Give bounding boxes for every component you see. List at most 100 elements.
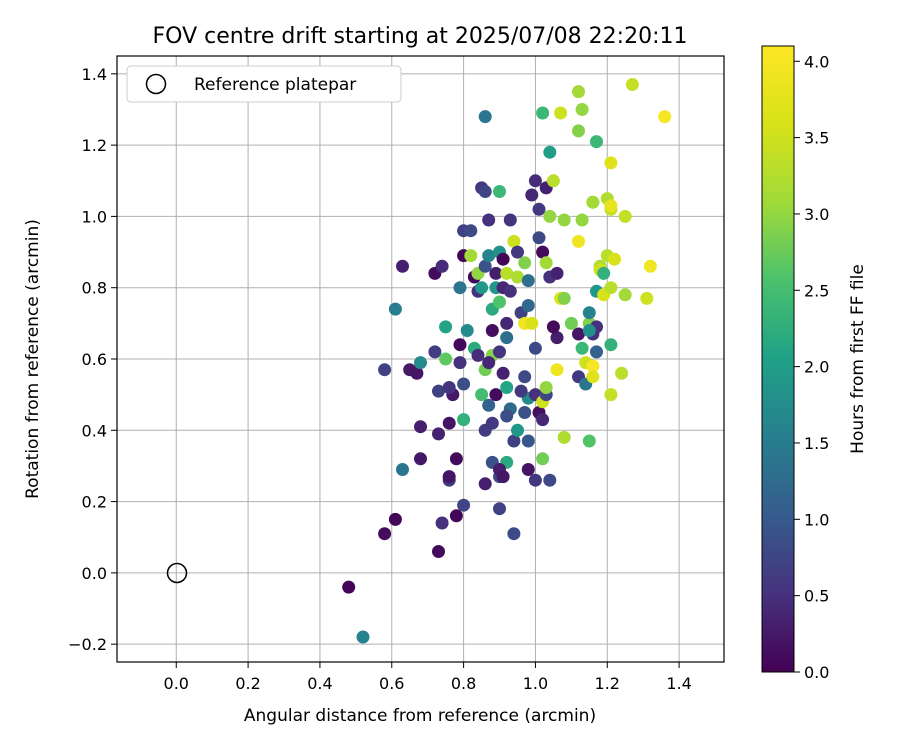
y-tick-label: 1.4: [82, 65, 107, 84]
x-tick-label: 0.0: [164, 674, 189, 693]
x-tick-label: 1.2: [595, 674, 620, 693]
data-point: [435, 259, 449, 273]
chart-title: FOV centre drift starting at 2025/07/08 …: [153, 24, 688, 49]
colorbar-tick-label: 3.5: [804, 129, 829, 148]
data-point: [590, 135, 603, 149]
y-tick-label: 0.0: [82, 564, 107, 583]
data-point: [532, 231, 546, 245]
x-axis-label: Angular distance from reference (arcmin): [244, 706, 596, 726]
data-point: [557, 430, 571, 444]
data-point: [396, 259, 409, 273]
data-point: [536, 245, 550, 259]
data-point: [457, 498, 471, 512]
x-tick-label: 0.2: [235, 674, 260, 693]
data-point: [453, 281, 467, 295]
data-point: [410, 366, 424, 380]
data-points: [342, 78, 672, 644]
y-axis-label: Rotation from reference (arcmin): [23, 219, 43, 499]
data-point: [489, 266, 503, 280]
colorbar-label: Hours from first FF file: [848, 264, 868, 454]
data-point: [586, 370, 600, 384]
data-point: [500, 331, 514, 345]
data-point: [643, 259, 657, 273]
data-point: [503, 284, 517, 298]
data-point: [478, 110, 492, 124]
data-point: [539, 256, 553, 270]
data-point: [543, 473, 557, 487]
data-point: [539, 381, 553, 394]
data-point: [536, 452, 550, 466]
data-point: [604, 156, 618, 170]
data-point: [388, 302, 402, 316]
data-point: [500, 381, 514, 394]
data-point: [572, 85, 585, 99]
data-point: [518, 406, 532, 419]
data-point: [575, 103, 589, 116]
data-point: [557, 213, 571, 227]
legend-marker: [145, 73, 167, 95]
data-point: [511, 270, 524, 284]
data-point: [521, 463, 535, 476]
data-point: [464, 249, 478, 263]
data-point: [518, 370, 532, 384]
data-point: [457, 413, 471, 427]
data-point: [615, 366, 629, 380]
data-point: [457, 377, 471, 391]
data-point: [608, 252, 621, 266]
data-point: [572, 124, 585, 138]
data-point: [625, 78, 639, 91]
data-point: [640, 291, 654, 305]
legend-box: [126, 65, 402, 103]
data-point: [496, 366, 510, 380]
data-point: [546, 174, 560, 188]
colorbar-tick-label: 0.5: [804, 587, 829, 606]
data-point: [414, 420, 427, 434]
data-point: [507, 527, 521, 541]
colorbar: 0.0 0.5 1.0 1.5 2.0 2.5 3.0 3.5 4.0 Hours from f…: [761, 45, 868, 682]
data-point: [582, 306, 596, 320]
data-point: [604, 338, 618, 352]
data-point: [618, 288, 632, 302]
data-point: [604, 388, 618, 402]
data-point: [503, 213, 517, 227]
data-point: [482, 356, 496, 370]
data-point: [378, 363, 392, 377]
data-point: [442, 470, 456, 484]
data-point: [475, 281, 489, 295]
data-point: [493, 295, 506, 309]
data-point: [414, 356, 427, 370]
data-point: [442, 381, 456, 394]
data-point: [518, 256, 532, 270]
data-point: [496, 470, 510, 484]
data-point: [478, 477, 492, 491]
data-point: [528, 341, 542, 355]
x-tick-label: 0.4: [307, 674, 332, 693]
data-point: [525, 188, 539, 202]
colorbar-tick-label: 0.0: [804, 663, 829, 682]
data-point: [496, 252, 510, 266]
colorbar-tick-label: 2.5: [804, 281, 829, 300]
data-point: [378, 527, 392, 541]
data-point: [572, 234, 585, 248]
data-point: [564, 316, 578, 330]
data-point: [658, 110, 672, 124]
data-point: [521, 434, 535, 448]
y-tick-label: 0.2: [82, 493, 107, 512]
data-point: [586, 359, 600, 373]
data-point: [546, 320, 560, 334]
data-point: [482, 213, 496, 227]
data-point: [500, 316, 514, 330]
data-point: [557, 291, 571, 305]
data-point: [439, 320, 453, 334]
y-tick-label: 1.2: [82, 136, 107, 155]
colorbar-gradient: [761, 45, 795, 673]
data-point: [507, 234, 521, 248]
data-point: [597, 266, 611, 280]
data-point: [478, 259, 492, 273]
colorbar-tick-label: 1.0: [804, 510, 829, 529]
data-point: [388, 512, 402, 526]
data-point: [532, 202, 546, 216]
data-point: [514, 384, 528, 398]
data-point: [342, 580, 356, 594]
